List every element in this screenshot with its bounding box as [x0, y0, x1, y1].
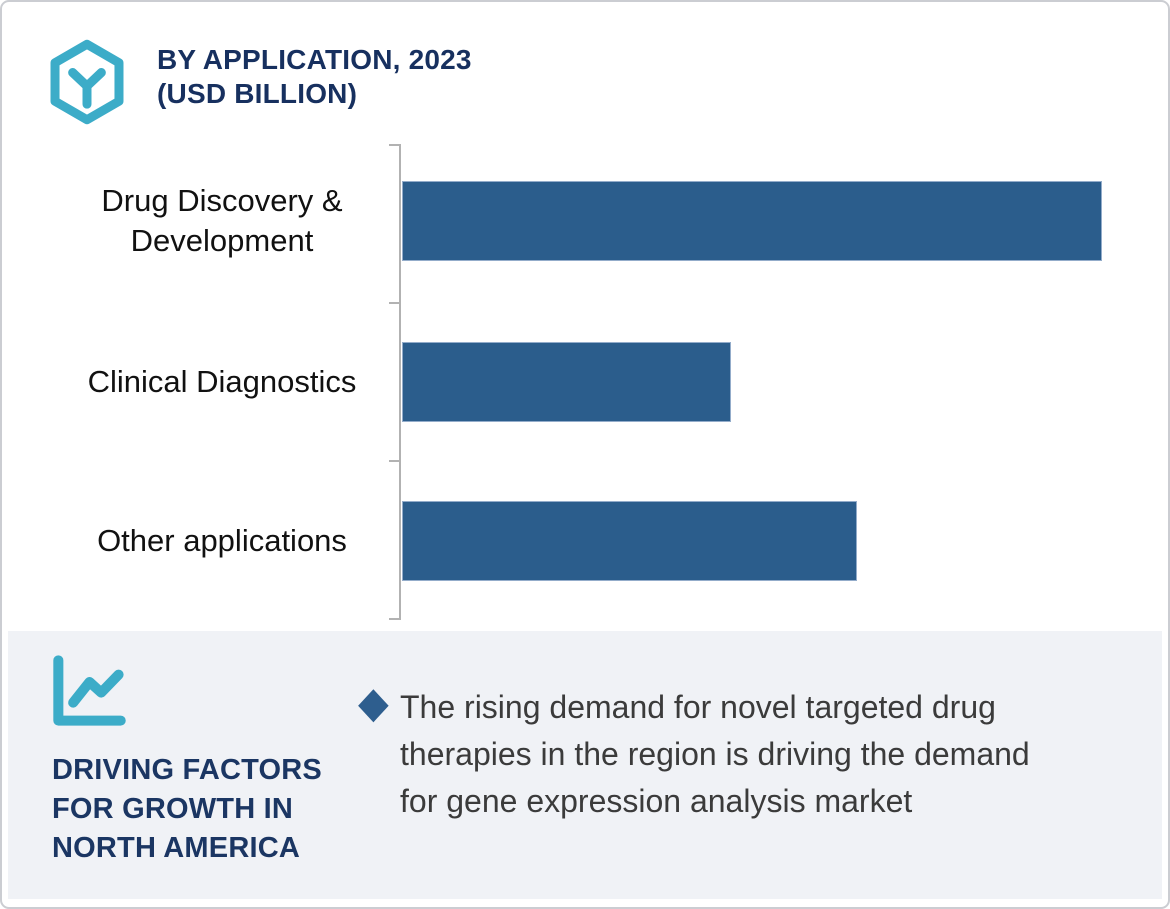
driving-factors-heading: DRIVING FACTORS FOR GROWTH IN NORTH AMER… [52, 751, 322, 868]
heading-line: FOR GROWTH IN [52, 793, 294, 825]
chart-subtitle: (USD BILLION) [157, 78, 358, 109]
category-label-other-applications: Other applications [97, 523, 347, 558]
chart-title: BY APPLICATION, 2023 [157, 44, 472, 75]
category-label-drug-discovery: Drug Discovery & Development [101, 183, 343, 258]
driving-factors-panel: DRIVING FACTORS FOR GROWTH IN NORTH AMER… [8, 631, 1162, 899]
bullet-text-line: for gene expression analysis market [400, 783, 913, 819]
bar-other-applications [402, 501, 857, 581]
axis-tick [389, 460, 401, 462]
category-axis-line [399, 145, 401, 620]
line-chart-icon [53, 655, 126, 726]
bar-drug-discovery [402, 181, 1102, 261]
axis-tick [389, 618, 401, 620]
axis-tick [389, 302, 401, 304]
bullet-text-line: The rising demand for novel targeted dru… [400, 689, 996, 725]
axis-tick [389, 144, 401, 146]
driving-factors-bullet-text: The rising demand for novel targeted dru… [400, 684, 1120, 825]
hexagon-y-brand-icon [50, 39, 124, 125]
heading-line: DRIVING FACTORS [52, 754, 322, 786]
category-label-clinical-diagnostics: Clinical Diagnostics [87, 364, 357, 399]
bar-clinical-diagnostics [402, 342, 731, 422]
diamond-bullet-icon: ◆ [358, 678, 389, 728]
bullet-text-line: therapies in the region is driving the d… [400, 736, 1030, 772]
heading-line: NORTH AMERICA [52, 832, 301, 864]
chart-title-block: BY APPLICATION, 2023 (USD BILLION) [157, 43, 472, 111]
